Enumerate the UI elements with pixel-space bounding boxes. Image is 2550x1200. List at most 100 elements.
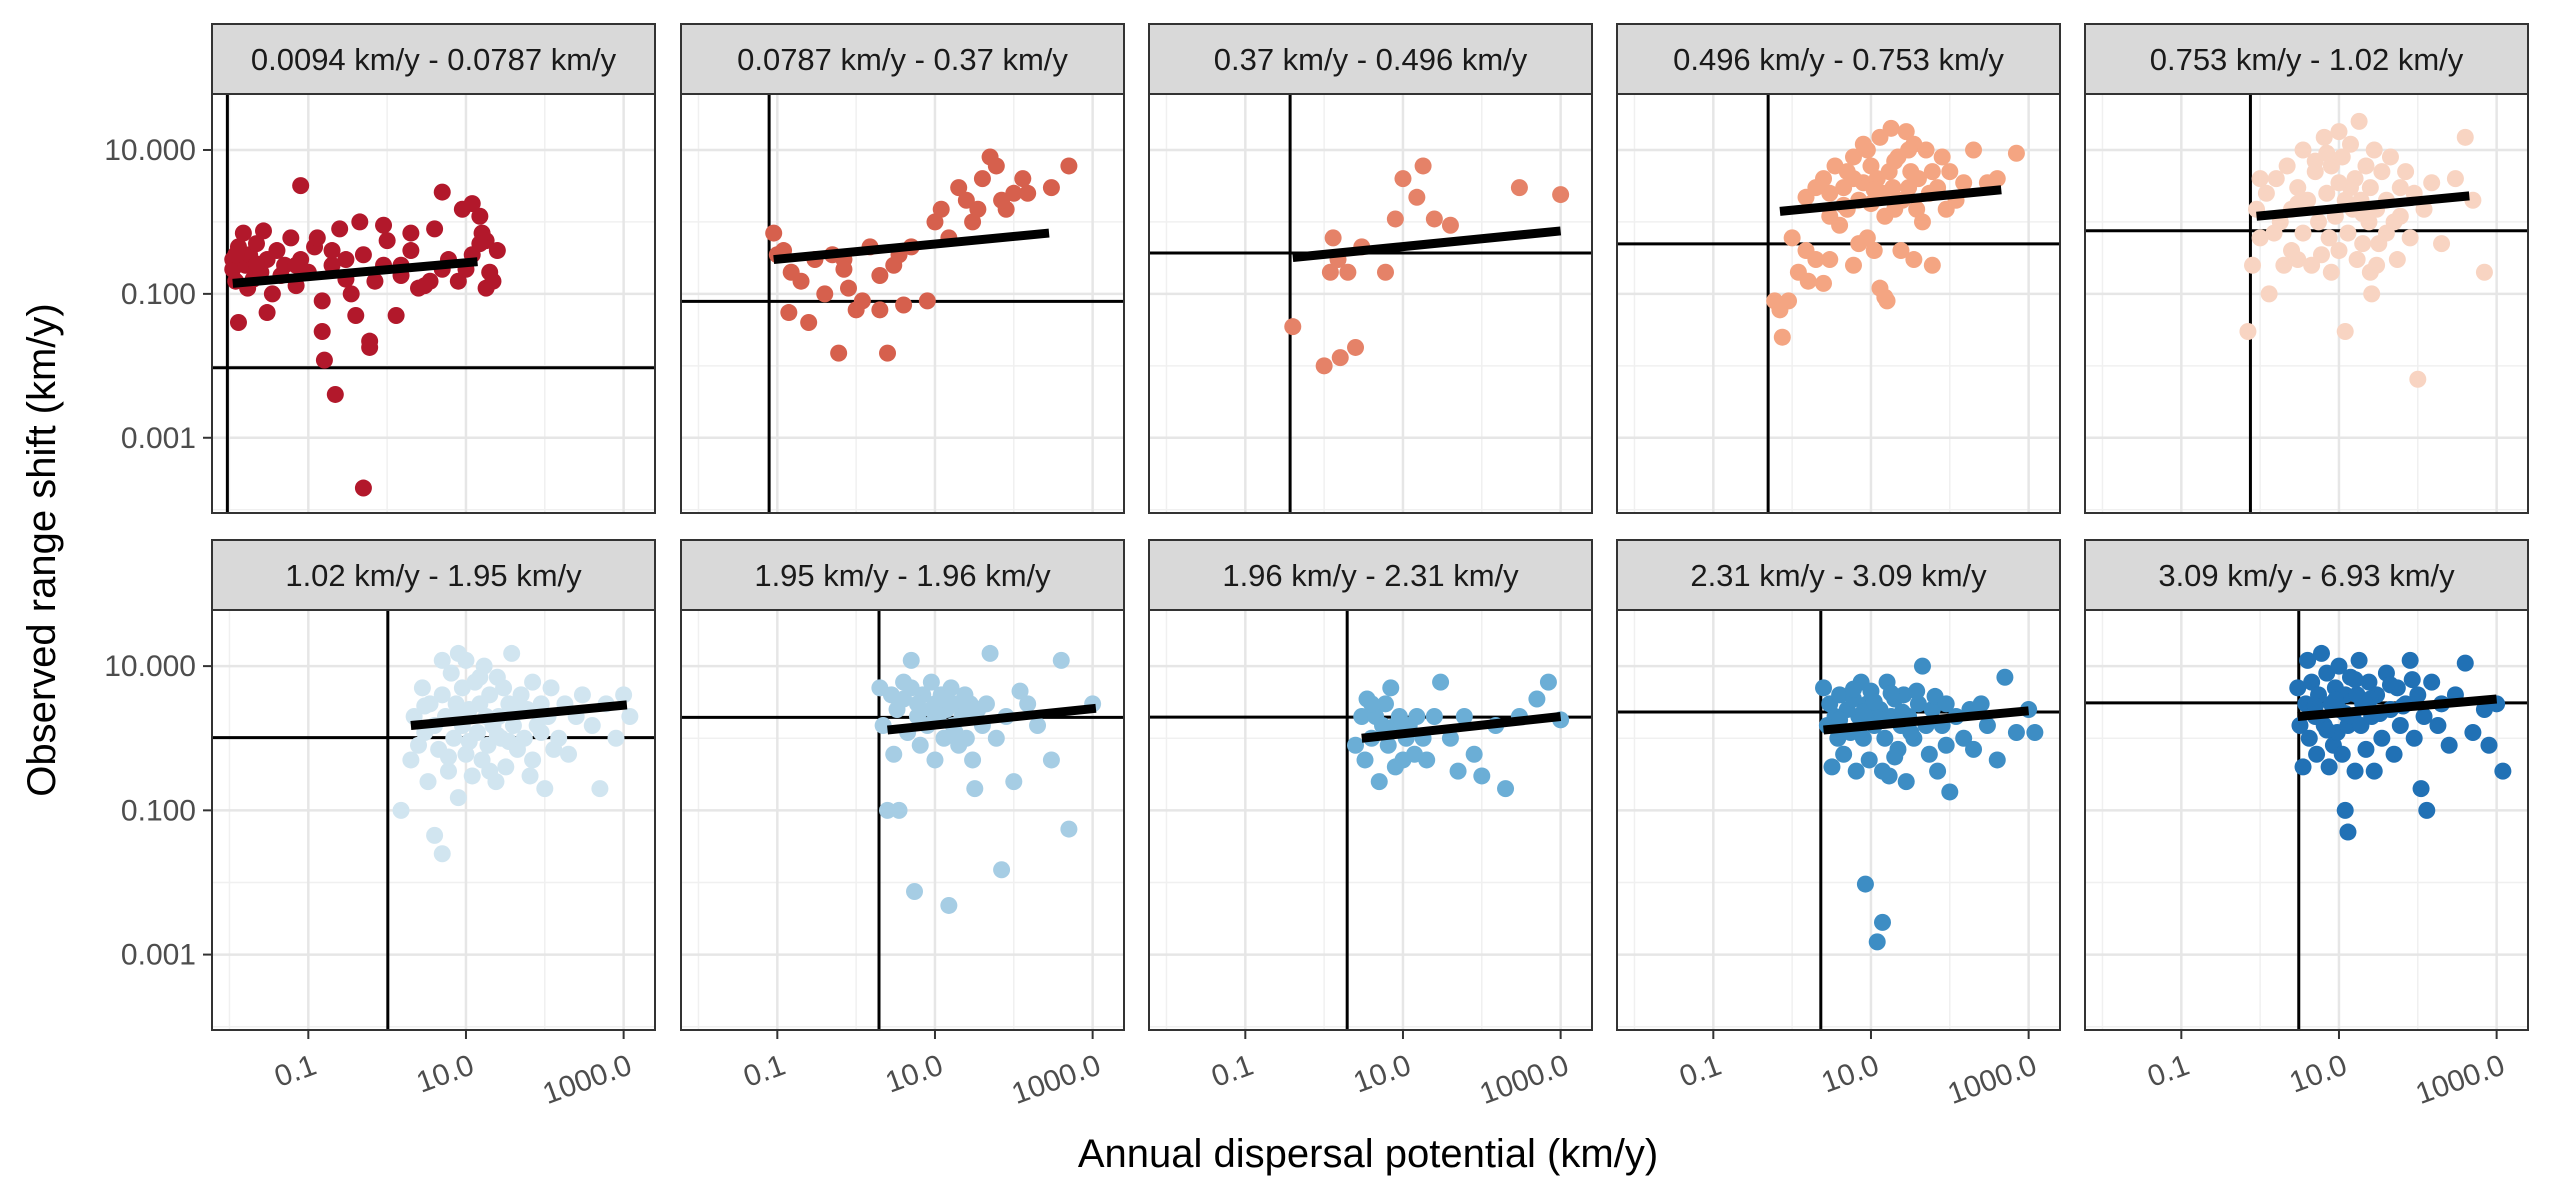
data-point — [573, 686, 591, 704]
data-point — [2289, 179, 2307, 197]
data-point — [1905, 251, 1923, 269]
data-point — [1893, 703, 1911, 721]
plot-background — [2085, 94, 2528, 513]
data-point — [1988, 751, 2006, 769]
data-point — [911, 736, 929, 754]
data-point — [1844, 256, 1862, 274]
data-point — [449, 789, 467, 807]
facet-strip-label: 0.0787 km/y - 0.37 km/y — [737, 42, 1068, 77]
facet-strip-label: 0.753 km/y - 1.02 km/y — [2150, 42, 2464, 77]
data-point — [2350, 651, 2368, 669]
data-point — [957, 191, 975, 209]
data-point — [504, 717, 522, 735]
data-point — [1897, 773, 1915, 791]
data-point — [1425, 708, 1443, 726]
data-point — [2318, 184, 2336, 202]
data-point — [908, 695, 926, 713]
data-point — [1432, 673, 1450, 691]
data-point — [2446, 170, 2464, 188]
data-point — [463, 195, 481, 213]
data-point — [1972, 695, 1990, 713]
data-point — [481, 686, 499, 704]
fit-line — [410, 700, 628, 731]
data-point — [1978, 717, 1996, 735]
data-point — [2294, 141, 2312, 159]
data-point — [1339, 263, 1357, 281]
data-point — [840, 279, 858, 297]
panel-data-layer — [2085, 610, 2528, 1030]
data-point — [2308, 745, 2326, 763]
panel-data-layer — [681, 610, 1124, 1030]
data-point — [2360, 673, 2378, 691]
data-point — [2354, 235, 2372, 253]
data-point — [1865, 693, 1883, 711]
x-axis-title: Annual dispersal potential (km/y) — [1078, 1132, 1658, 1176]
panel-data-layer — [681, 94, 1124, 513]
data-point — [1807, 179, 1825, 197]
data-point — [2267, 170, 2285, 188]
data-point — [497, 758, 515, 776]
data-point — [2341, 179, 2359, 197]
data-point — [1847, 762, 1865, 780]
data-point — [1382, 679, 1400, 697]
data-point — [583, 717, 601, 735]
data-point — [413, 679, 431, 697]
data-point — [2300, 729, 2318, 747]
data-point — [2312, 644, 2330, 662]
data-point — [229, 314, 247, 332]
data-point — [2418, 801, 2436, 819]
data-point — [2244, 256, 2262, 274]
data-point — [354, 246, 372, 264]
data-point — [2278, 157, 2296, 175]
facet-strip — [1616, 539, 2061, 611]
data-point — [1860, 751, 1878, 769]
data-point — [879, 344, 897, 362]
panel-data-layer — [212, 610, 655, 1030]
data-point — [524, 673, 542, 691]
data-point — [2303, 673, 2321, 691]
fit-line — [773, 228, 1050, 265]
data-point — [2251, 170, 2269, 188]
data-point — [2401, 651, 2419, 669]
data-point — [2377, 224, 2395, 242]
data-point — [1897, 123, 1915, 141]
data-point — [977, 695, 995, 713]
data-point — [800, 314, 818, 332]
data-point — [2363, 285, 2381, 303]
data-point — [835, 260, 853, 278]
data-point — [1895, 686, 1913, 704]
data-point — [591, 780, 609, 798]
panel-border — [211, 93, 656, 514]
data-point — [337, 251, 355, 269]
data-point — [1347, 736, 1365, 754]
panel-data-layer — [1149, 610, 1592, 1030]
data-point — [1941, 163, 1959, 181]
data-point — [1835, 745, 1853, 763]
data-point — [234, 224, 252, 242]
data-point — [2409, 370, 2427, 388]
data-point — [895, 673, 913, 691]
data-point — [1965, 141, 1983, 159]
data-point — [2007, 144, 2025, 162]
data-point — [471, 235, 489, 253]
data-point — [2480, 736, 2498, 754]
data-point — [1449, 762, 1467, 780]
data-point — [433, 845, 451, 863]
facet-panels: 0.0094 km/y - 0.0787 km/y 0.001 0.100 10.00… — [104, 23, 2529, 1111]
data-point — [1042, 179, 1060, 197]
data-point — [1937, 736, 1955, 754]
data-point — [1539, 673, 1557, 691]
panel-border — [2084, 609, 2529, 1031]
data-point — [542, 679, 560, 697]
facet-panel: 0.753 km/y - 1.02 km/y — [2084, 23, 2529, 514]
data-point — [488, 242, 506, 260]
y-tick-label: 0.100 — [121, 794, 196, 827]
data-point — [1886, 152, 1904, 170]
fit-line — [2256, 191, 2470, 221]
facet-strip — [680, 539, 1125, 611]
data-point — [1886, 748, 1904, 766]
data-point — [1363, 695, 1381, 713]
facet-strip-label: 3.09 km/y - 6.93 km/y — [2158, 558, 2455, 593]
data-point — [500, 733, 518, 751]
data-point — [292, 177, 310, 195]
